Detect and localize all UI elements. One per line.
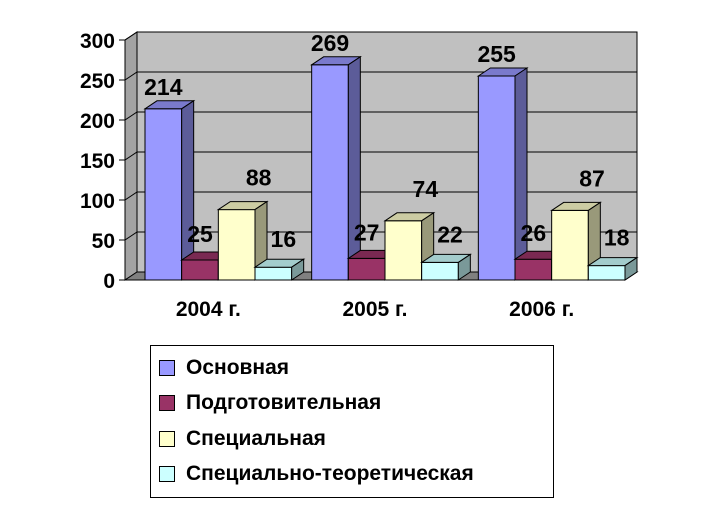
legend-label: Специальная [186, 426, 326, 450]
gridlines [124, 31, 637, 241]
y-axis-ticks: 0 50 100 150 200 250 300 [80, 30, 126, 293]
bar-chart: 0 50 100 150 200 250 300 214 25 88 16 269 27 74 22 255… [80, 30, 639, 321]
gridline [124, 71, 637, 81]
data-label: 25 [187, 221, 213, 247]
bar-side [347, 55, 361, 281]
gridline [124, 151, 637, 161]
data-label: 26 [521, 220, 547, 246]
bar-front [181, 259, 219, 281]
bar [586, 256, 639, 281]
y-tick-label: 150 [80, 150, 115, 173]
bar-front [421, 261, 459, 281]
bar-front [217, 209, 256, 281]
data-label: 255 [477, 41, 516, 67]
data-label: 87 [579, 165, 605, 191]
x-tick-label: 2006 г. [509, 298, 574, 321]
y-tick-label: 50 [92, 230, 115, 253]
bar [143, 99, 196, 281]
bar-front [514, 258, 553, 281]
x-axis-categories: 2004 г. 2005 г. 2006 г. [125, 279, 625, 321]
bar [550, 201, 602, 281]
bar-front [384, 220, 423, 281]
bar-side [514, 67, 528, 281]
gridline [124, 191, 637, 201]
y-tick-label: 250 [80, 70, 115, 93]
legend-label: Основная [186, 355, 290, 379]
bar-front [254, 266, 293, 281]
data-label: 88 [246, 165, 272, 191]
legend-item-podgotovitelnaya: Подготовительная [159, 386, 553, 422]
data-label: 27 [354, 219, 380, 245]
x-tick-label: 2004 г. [176, 298, 241, 321]
y-tick-label: 200 [80, 110, 115, 133]
bar [420, 253, 472, 281]
legend-label: Специально-теоретическая [186, 462, 474, 486]
legend-swatch [159, 359, 175, 376]
legend-item-specialnaya: Специальная [159, 421, 553, 457]
legend: Основная Подготовительная Специальная Сп… [150, 345, 554, 498]
legend-item-osnovnaya: Основная [159, 350, 553, 386]
bar-side [291, 258, 305, 281]
legend-swatch [159, 430, 175, 447]
legend-item-specialno-teoreticheskaya: Специально-теоретическая [159, 457, 553, 493]
bar-front [587, 265, 626, 281]
bar [476, 67, 529, 281]
gridline [124, 111, 637, 121]
data-label: 74 [413, 176, 439, 202]
data-label: 16 [271, 226, 297, 252]
data-labels: 214 25 88 16 269 27 74 22 255 26 87 18 [144, 30, 630, 252]
bar-front [144, 108, 183, 281]
data-label: 18 [604, 225, 630, 251]
bar [253, 258, 306, 281]
gridline [124, 231, 637, 241]
bar [216, 200, 269, 281]
legend-swatch [159, 395, 175, 412]
legend-swatch [159, 466, 175, 483]
bar-side [457, 253, 471, 281]
bar-front [477, 75, 516, 281]
y-tick-label: 0 [103, 270, 115, 293]
bar-front [347, 257, 386, 281]
legend-label: Подготовительная [186, 391, 382, 415]
bar [310, 55, 362, 281]
bar-front [551, 209, 589, 281]
data-label: 269 [311, 30, 349, 56]
y-tick-label: 100 [80, 190, 115, 213]
bar-front [311, 64, 349, 281]
data-label: 214 [144, 74, 183, 100]
bar-side [624, 256, 638, 281]
gridline [124, 31, 637, 41]
y-tick-label: 300 [80, 30, 115, 53]
x-tick-label: 2005 г. [342, 298, 407, 321]
data-label: 22 [437, 221, 463, 247]
bars [143, 55, 639, 281]
